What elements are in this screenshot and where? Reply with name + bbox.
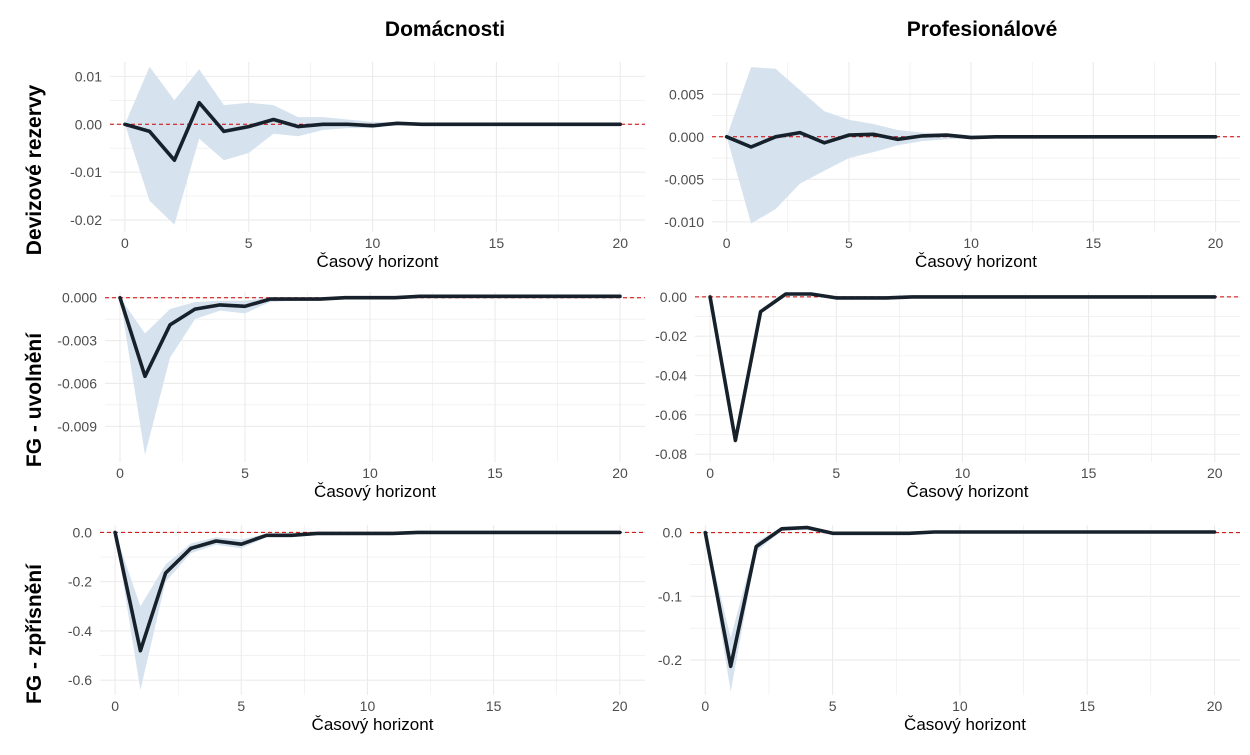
x-tick-label: 20 — [612, 698, 628, 714]
x-axis-label: Časový horizont — [312, 715, 434, 734]
x-tick-label: 5 — [845, 235, 853, 251]
panel-2: 0 5 10 15 20 0.000 -0.003 -0.006 -0.009 Časový ho… — [57, 290, 645, 501]
x-tick-label: 15 — [489, 235, 505, 251]
y-tick-label: -0.1 — [658, 588, 682, 604]
irf-line — [118, 294, 622, 379]
y-tick-label: 0.000 — [62, 290, 97, 306]
x-tick-label: 20 — [1207, 698, 1223, 714]
panel-3: 0 5 10 15 20 0.00 -0.02 -0.04 -0.06 -0.08 Časový h… — [655, 289, 1240, 501]
irf-line — [703, 525, 1217, 669]
x-tick-label: 5 — [241, 465, 249, 481]
x-tick-label: 0 — [723, 235, 731, 251]
x-tick-label: 10 — [963, 235, 979, 251]
y-tick-label: 0.00 — [660, 289, 687, 305]
y-tick-label: 0.005 — [669, 86, 704, 102]
y-tick-label: -0.06 — [655, 407, 687, 423]
panel-1: 0 5 10 15 20 0.005 0.000 -0.005 -0.010 Časový hor… — [664, 62, 1240, 271]
y-tick-label: 0.0 — [73, 524, 93, 540]
x-tick-label: 20 — [1208, 235, 1224, 251]
confidence-band — [705, 525, 1215, 692]
x-tick-label: 15 — [1086, 235, 1102, 251]
confidence-band — [120, 296, 620, 455]
panel-5: 0 5 10 15 20 0.0 -0.1 -0.2 Časový horizont — [658, 525, 1240, 734]
y-tick-label: -0.04 — [655, 368, 687, 384]
panel-0: 0 5 10 15 20 0.01 0.00 -0.01 -0.02 Časový horizon… — [70, 62, 645, 271]
x-tick-label: 5 — [832, 465, 840, 481]
y-tick-label: -0.01 — [70, 164, 102, 180]
y-tick-label: -0.2 — [68, 574, 92, 590]
x-tick-label: 20 — [1207, 465, 1223, 481]
x-tick-label: 20 — [612, 465, 628, 481]
x-tick-label: 15 — [1081, 465, 1097, 481]
row-title-fx-reserves: Devizové rezervy — [23, 84, 46, 255]
y-tick-label: -0.08 — [655, 446, 687, 462]
x-tick-label: 10 — [952, 698, 968, 714]
x-tick-label: 0 — [111, 698, 119, 714]
x-tick-label: 15 — [487, 465, 503, 481]
y-tick-label: -0.02 — [655, 328, 687, 344]
y-tick-label: -0.010 — [664, 214, 704, 230]
x-axis-label: Časový horizont — [907, 482, 1029, 501]
x-tick-label: 10 — [362, 465, 378, 481]
x-tick-label: 0 — [121, 235, 129, 251]
x-tick-label: 15 — [486, 698, 502, 714]
x-tick-label: 0 — [116, 465, 124, 481]
x-tick-label: 10 — [955, 465, 971, 481]
y-tick-label: -0.4 — [68, 623, 92, 639]
y-tick-label: -0.003 — [57, 333, 97, 349]
x-tick-label: 15 — [1079, 698, 1095, 714]
confidence-band — [124, 66, 621, 225]
x-axis-label: Časový horizont — [314, 482, 436, 501]
y-tick-label: -0.009 — [57, 418, 97, 434]
x-tick-label: 5 — [829, 698, 837, 714]
column-title-professionals: Profesionálové — [907, 18, 1058, 41]
irf-line — [113, 530, 622, 653]
row-title-fg-easing: FG - uvolnění — [23, 332, 46, 467]
x-tick-label: 10 — [365, 235, 381, 251]
y-tick-label: -0.6 — [68, 672, 92, 688]
irf-line — [708, 292, 1217, 443]
x-tick-label: 20 — [612, 235, 628, 251]
y-tick-label: 0.0 — [663, 525, 683, 541]
y-tick-label: -0.2 — [658, 652, 682, 668]
irf-line — [123, 100, 623, 162]
irf-line — [724, 130, 1218, 149]
y-tick-label: -0.006 — [57, 375, 97, 391]
panel-4: 0 5 10 15 20 0.0 -0.2 -0.4 -0.6 Časový horizont — [68, 524, 645, 734]
x-tick-label: 0 — [701, 698, 709, 714]
y-tick-label: 0.00 — [75, 116, 102, 132]
y-tick-label: -0.005 — [664, 171, 704, 187]
x-axis-label: Časový horizont — [915, 252, 1037, 271]
x-tick-label: 10 — [360, 698, 376, 714]
x-tick-label: 5 — [245, 235, 253, 251]
y-tick-label: 0.000 — [669, 129, 704, 145]
x-tick-label: 0 — [706, 465, 714, 481]
row-title-fg-tightening: FG - zpřísnění — [23, 563, 46, 704]
confidence-band — [726, 67, 1216, 224]
column-title-households: Domácnosti — [385, 18, 505, 41]
x-axis-label: Časový horizont — [904, 715, 1026, 734]
y-tick-label: -0.02 — [70, 212, 102, 228]
x-axis-label: Časový horizont — [317, 252, 439, 271]
y-tick-label: 0.01 — [75, 68, 102, 84]
x-tick-label: 5 — [237, 698, 245, 714]
